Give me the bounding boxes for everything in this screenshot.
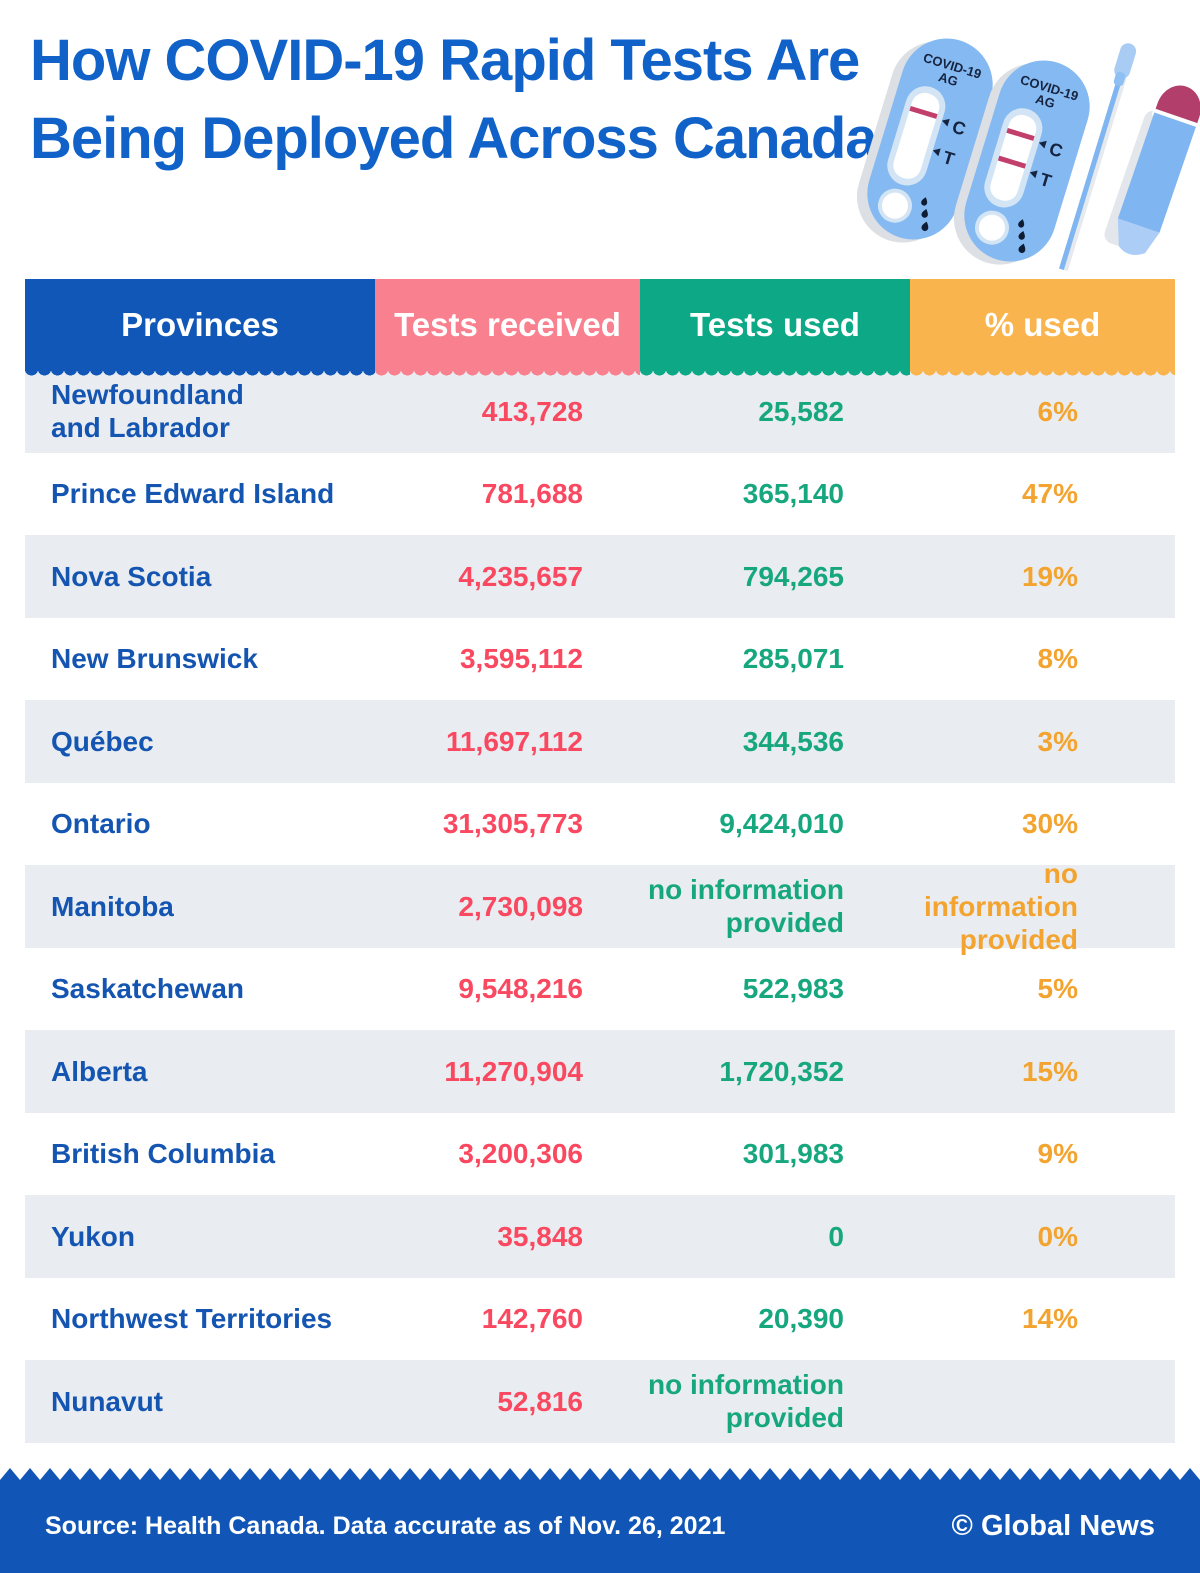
province-name: Nunavut xyxy=(51,1385,163,1417)
province-name: Ontario xyxy=(51,808,151,840)
table-row: Ontario 31,305,773 9,424,010 30% xyxy=(25,782,1175,865)
page-title: How COVID-19 Rapid Tests Are Being Deplo… xyxy=(30,28,878,171)
table-row: Alberta 11,270,904 1,720,352 15% xyxy=(25,1030,1175,1113)
table-row: Nova Scotia 4,235,657 794,265 19% xyxy=(25,535,1175,618)
tests-used-value: no information provided xyxy=(648,874,844,939)
percent-used-value xyxy=(910,1360,1175,1443)
tests-received-value: 31,305,773 xyxy=(442,808,583,840)
tests-received-value: 413,728 xyxy=(481,395,583,427)
zigzag-edge xyxy=(0,1468,1200,1480)
tests-used-value: 365,140 xyxy=(742,478,844,510)
vial-icon xyxy=(1104,85,1200,255)
table-row: Prince Edward Island 781,688 365,140 47% xyxy=(25,452,1175,535)
tests-used-value: 794,265 xyxy=(742,560,844,592)
tests-used-value: 20,390 xyxy=(758,1303,844,1335)
table-row: Yukon 35,848 0 0% xyxy=(25,1195,1175,1278)
column-header-percent-used: % used xyxy=(910,279,1175,376)
rapid-test-cassette-icon: COVID-19 AG C T xyxy=(953,60,1090,265)
province-name: Saskatchewan xyxy=(51,973,244,1005)
table-header: Provinces Tests received Tests used % us… xyxy=(25,279,1175,376)
percent-used-value: 30% xyxy=(1021,808,1078,840)
tests-received-value: 11,270,904 xyxy=(444,1055,583,1087)
province-name: New Brunswick xyxy=(51,643,258,675)
province-name: Prince Edward Island xyxy=(51,478,335,510)
table-row: British Columbia 3,200,306 301,983 9% xyxy=(25,1112,1175,1195)
tests-used-value: 0 xyxy=(828,1220,844,1252)
percent-used-value: 19% xyxy=(1021,560,1078,592)
percent-used-value: 15% xyxy=(1021,1055,1078,1087)
table-row: Nunavut 52,816 no information provided xyxy=(25,1360,1175,1443)
tests-used-value: 301,983 xyxy=(742,1138,844,1170)
tests-received-value: 3,595,112 xyxy=(459,643,583,675)
tests-received-value: 52,816 xyxy=(497,1385,583,1417)
province-name: Newfoundland and Labrador xyxy=(51,379,244,444)
percent-used-value: 0% xyxy=(1037,1220,1078,1252)
province-name: British Columbia xyxy=(51,1138,276,1170)
column-header-label: Provinces xyxy=(121,305,279,343)
footer: Source: Health Canada. Data accurate as … xyxy=(0,1468,1200,1573)
table-row: Northwest Territories 142,760 20,390 14% xyxy=(25,1277,1175,1360)
table-row: New Brunswick 3,595,112 285,071 8% xyxy=(25,617,1175,700)
tests-received-value: 781,688 xyxy=(481,478,583,510)
data-table: Provinces Tests received Tests used % us… xyxy=(25,279,1175,1443)
column-header-label: Tests used xyxy=(690,305,860,343)
tests-used-value: 1,720,352 xyxy=(719,1055,844,1087)
percent-used-value: 3% xyxy=(1037,725,1078,757)
rapid-test-illustration: COVID-19 AG C T COVID-19 AG C T xyxy=(856,38,1200,272)
column-header-label: Tests received xyxy=(394,305,621,343)
table-row: Saskatchewan 9,548,216 522,983 5% xyxy=(25,947,1175,1030)
tests-received-value: 3,200,306 xyxy=(458,1138,583,1170)
cassette-label: AG xyxy=(937,69,960,89)
table-row: Newfoundland and Labrador 413,728 25,582 6% xyxy=(25,370,1175,453)
tests-used-value: 285,071 xyxy=(742,643,844,675)
province-name: Yukon xyxy=(51,1220,136,1252)
swab-icon xyxy=(1059,43,1137,272)
credit: © Global News xyxy=(951,1510,1155,1542)
province-name: Northwest Territories xyxy=(51,1303,333,1335)
source-note: Source: Health Canada. Data accurate as … xyxy=(45,1512,726,1540)
tests-received-value: 11,697,112 xyxy=(445,725,583,757)
cassette-label: AG xyxy=(1034,91,1057,111)
percent-used-value: 14% xyxy=(1021,1303,1078,1335)
tests-received-value: 9,548,216 xyxy=(458,973,583,1005)
column-header-provinces: Provinces xyxy=(25,279,375,376)
province-name: Alberta xyxy=(51,1055,148,1087)
percent-used-value: no information provided xyxy=(924,857,1078,955)
control-line-marker: C xyxy=(1047,139,1065,162)
column-header-tests-used: Tests used xyxy=(640,279,910,376)
province-name: Nova Scotia xyxy=(51,560,212,592)
province-name: Québec xyxy=(51,725,154,757)
column-header-tests-received: Tests received xyxy=(375,279,640,376)
control-line-marker: C xyxy=(950,117,968,140)
tests-received-value: 142,760 xyxy=(481,1303,583,1335)
table-row: Québec 11,697,112 344,536 3% xyxy=(25,700,1175,783)
tests-used-value: 9,424,010 xyxy=(719,808,844,840)
table-row: Manitoba 2,730,098 no information provided… xyxy=(25,857,1175,955)
tests-used-value: 522,983 xyxy=(742,973,844,1005)
tests-used-value: 344,536 xyxy=(742,725,844,757)
province-name: Manitoba xyxy=(51,890,174,922)
percent-used-value: 8% xyxy=(1037,643,1078,675)
percent-used-value: 47% xyxy=(1021,478,1078,510)
column-header-label: % used xyxy=(984,305,1101,343)
percent-used-value: 9% xyxy=(1037,1138,1078,1170)
percent-used-value: 5% xyxy=(1037,973,1078,1005)
table-body: Newfoundland and Labrador 413,728 25,582 6%… xyxy=(25,370,1175,1443)
tests-used-value: no information provided xyxy=(648,1369,844,1434)
tests-used-value: 25,582 xyxy=(758,395,844,427)
tests-received-value: 4,235,657 xyxy=(458,560,583,592)
footer-bar: Source: Health Canada. Data accurate as … xyxy=(0,1480,1200,1573)
tests-received-value: 2,730,098 xyxy=(458,890,583,922)
percent-used-value: 6% xyxy=(1037,395,1078,427)
tests-received-value: 35,848 xyxy=(497,1220,583,1252)
